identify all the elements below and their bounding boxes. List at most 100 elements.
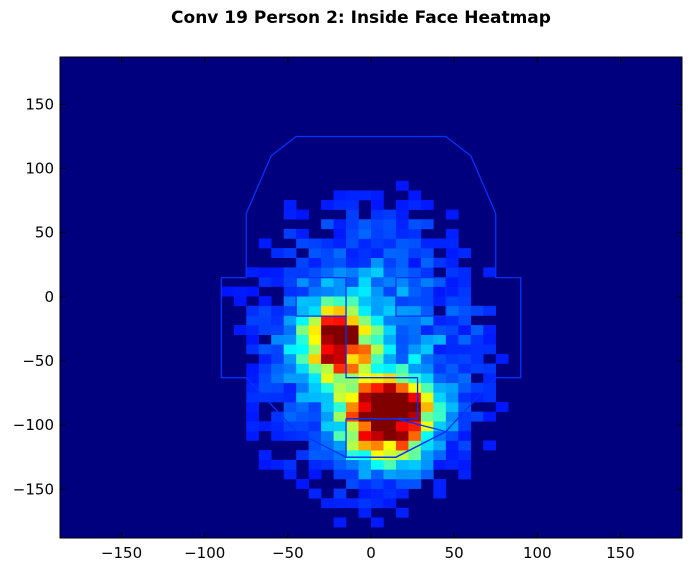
heatmap-cell: [283, 469, 297, 480]
heatmap-cell: [258, 373, 272, 384]
chart-title: Conv 19 Person 2: Inside Face Heatmap: [171, 8, 551, 28]
heatmap-cell: [420, 325, 434, 335]
heatmap-cell: [283, 315, 297, 326]
heatmap-cell: [271, 363, 284, 374]
heatmap-cell: [246, 286, 260, 297]
heatmap-cell: [308, 488, 322, 499]
heatmap-cell: [420, 411, 434, 422]
heatmap-cell: [383, 392, 397, 403]
heatmap-cell: [246, 267, 260, 278]
heatmap-cell: [395, 411, 409, 422]
heatmap-cell: [296, 296, 309, 307]
heatmap-cell: [371, 353, 384, 364]
heatmap-cell: [283, 392, 297, 403]
heatmap-cell: [395, 276, 409, 287]
heatmap-cell: [483, 344, 497, 355]
heatmap-cell: [296, 392, 309, 403]
heatmap-cell: [371, 382, 384, 393]
heatmap-cell: [420, 402, 434, 412]
heatmap-cell: [371, 430, 384, 441]
heatmap-cell: [271, 267, 284, 278]
heatmap-cell: [445, 411, 459, 422]
heatmap-cell: [271, 392, 284, 403]
heatmap-cell: [358, 334, 372, 345]
heatmap-cell: [408, 459, 422, 470]
y-tick-label: −150: [13, 480, 54, 498]
heatmap-cell: [458, 402, 472, 412]
heatmap-cell: [395, 180, 409, 191]
heatmap-cell: [346, 411, 359, 422]
heatmap-cell: [346, 382, 359, 393]
heatmap-cell: [408, 305, 422, 316]
heatmap-cell: [495, 402, 509, 412]
heatmap-cell: [395, 344, 409, 355]
heatmap-cell: [283, 382, 297, 393]
heatmap-cell: [358, 402, 372, 412]
heatmap-cell: [395, 402, 409, 412]
heatmap-cell: [395, 507, 409, 518]
heatmap-cell: [271, 334, 284, 345]
heatmap-cell: [371, 344, 384, 355]
heatmap-cell: [333, 286, 347, 297]
heatmap-cell: [258, 238, 272, 249]
heatmap-cell: [420, 430, 434, 441]
heatmap-cell: [358, 325, 372, 335]
heatmap-cell: [371, 325, 384, 335]
heatmap-cell: [433, 382, 447, 393]
heatmap-cell: [333, 440, 347, 451]
heatmap-cell: [458, 440, 472, 451]
heatmap-cell: [445, 315, 459, 326]
heatmap-cell: [395, 363, 409, 374]
heatmap-cell: [408, 450, 422, 461]
heatmap-cell: [308, 382, 322, 393]
heatmap-cell: [371, 363, 384, 374]
heatmap-cell: [395, 296, 409, 307]
heatmap-cell: [395, 478, 409, 489]
heatmap-cell: [420, 334, 434, 345]
heatmap-cell: [346, 305, 359, 316]
axis-tick-labels: −150 −100 −50 0 50 100 150 150 100 50 0 −50 −100 −150: [13, 95, 635, 562]
heatmap-cell: [296, 238, 309, 249]
heatmap-cell: [383, 219, 397, 230]
heatmap-cell: [358, 440, 372, 451]
heatmap-cell: [483, 267, 497, 278]
heatmap-cell: [371, 450, 384, 461]
heatmap-cell: [296, 430, 309, 441]
face-outlines: [220, 135, 522, 458]
heatmap-cell: [383, 430, 397, 441]
heatmap-cell: [358, 430, 372, 441]
heatmap-cell: [308, 315, 322, 326]
heatmap-cell: [296, 267, 309, 278]
heatmap-cell: [371, 469, 384, 480]
heatmap-cell: [395, 459, 409, 470]
heatmap-cell: [371, 209, 384, 220]
heatmap-cell: [470, 305, 484, 316]
heatmap-cell: [420, 373, 434, 384]
heatmap-cell: [433, 353, 447, 364]
heatmap-cell: [321, 334, 334, 345]
x-tick-label: −50: [272, 544, 304, 562]
heatmap-cell: [308, 392, 322, 403]
heatmap-cell: [346, 238, 359, 249]
heatmap-cell: [483, 363, 497, 374]
heatmap-cell: [271, 430, 284, 441]
heatmap-cell: [445, 430, 459, 441]
heatmap-cell: [271, 315, 284, 326]
heatmap-cell: [433, 296, 447, 307]
heatmap-cell: [383, 228, 397, 239]
heatmap-cell: [271, 382, 284, 393]
heatmap-cell: [346, 267, 359, 278]
heatmap-cell: [283, 267, 297, 278]
heatmap-cell: [333, 363, 347, 374]
heatmap-cell: [408, 286, 422, 297]
heatmap-cell: [420, 363, 434, 374]
heatmap-cell: [383, 363, 397, 374]
heatmap-cell: [371, 440, 384, 451]
left-eye-outline: [295, 276, 347, 317]
heatmap-cell: [470, 334, 484, 345]
heatmap-cell: [283, 305, 297, 316]
heatmap-cell: [358, 276, 372, 287]
heatmap-cell: [308, 430, 322, 441]
heatmap-cell: [445, 353, 459, 364]
heatmap-cell: [346, 219, 359, 230]
